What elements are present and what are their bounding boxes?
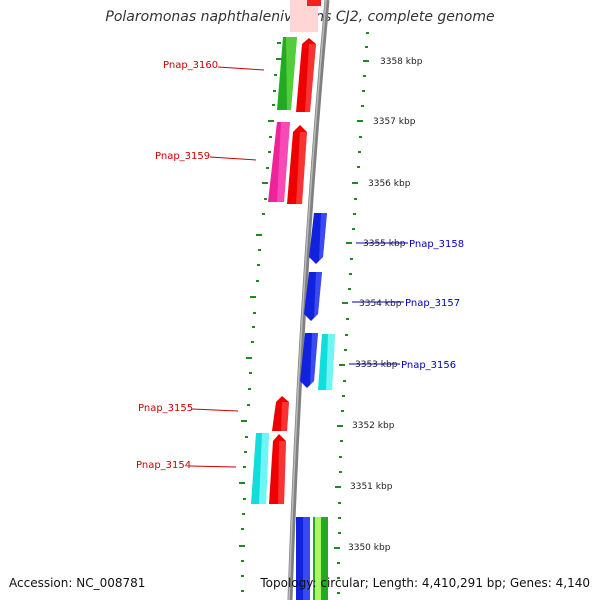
gene-3154-red-forward[interactable] <box>269 434 286 504</box>
left-tick-track <box>239 42 282 592</box>
gene-label-pnap-3158: Pnap_3158 <box>409 239 464 250</box>
kbp-scale: 3358 kbp 3357 kbp 3356 kbp 3355 kbp 3354… <box>348 57 423 553</box>
gene-label-pnap-3157: Pnap_3157 <box>405 298 460 309</box>
gene-label-pnap-3154: Pnap_3154 <box>136 460 191 471</box>
gene-3159-red-forward[interactable] <box>287 125 307 204</box>
kbp-label: 3354 kbp <box>359 299 402 309</box>
gene-pnap-3154[interactable] <box>251 433 269 504</box>
gene-label-pnap-3159: Pnap_3159 <box>155 151 210 162</box>
gene-label-pnap-3156: Pnap_3156 <box>401 360 456 371</box>
kbp-label: 3351 kbp <box>350 482 393 492</box>
gene-3156-cyan[interactable] <box>318 334 335 390</box>
gene-label-pnap-3160: Pnap_3160 <box>163 60 218 71</box>
left-gene-labels: Pnap_3160 Pnap_3159 Pnap_3155 Pnap_3154 <box>136 60 265 471</box>
gene-bottom-blue[interactable] <box>296 517 310 600</box>
kbp-label: 3353 kbp <box>355 360 398 370</box>
gene-3160-red-forward[interactable] <box>296 38 316 112</box>
kbp-label: 3358 kbp <box>380 57 423 67</box>
gene-pnap-3155[interactable] <box>272 396 289 431</box>
right-gene-labels: Pnap_3158 Pnap_3157 Pnap_3156 <box>349 239 464 371</box>
gene-pnap-3158[interactable] <box>309 213 327 264</box>
gene-pnap-3156[interactable] <box>300 333 318 388</box>
kbp-label: 3350 kbp <box>348 543 391 553</box>
gene-top-partial[interactable] <box>290 0 321 32</box>
gene-bottom-green[interactable] <box>313 517 328 600</box>
gene-label-pnap-3155: Pnap_3155 <box>138 403 193 414</box>
gene-pnap-3157[interactable] <box>304 272 322 321</box>
kbp-label: 3352 kbp <box>352 421 395 431</box>
kbp-label: 3356 kbp <box>368 179 411 189</box>
genome-backbone <box>287 0 330 600</box>
kbp-label: 3355 kbp <box>363 239 406 249</box>
right-tick-track <box>334 32 369 594</box>
accession-label: Accession: NC_008781 <box>9 576 146 590</box>
backbone-highlight <box>288 0 327 600</box>
gene-pnap-3159[interactable] <box>268 122 290 202</box>
genome-summary: Topology: circular; Length: 4,410,291 bp… <box>260 576 590 590</box>
gene-pnap-3160[interactable] <box>277 37 297 110</box>
kbp-label: 3357 kbp <box>373 117 416 127</box>
